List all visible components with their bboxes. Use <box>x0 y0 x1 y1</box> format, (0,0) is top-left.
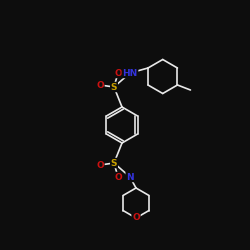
Text: S: S <box>111 82 117 92</box>
Text: HN: HN <box>122 68 138 78</box>
Text: N: N <box>126 172 134 182</box>
Text: S: S <box>111 158 117 168</box>
Text: O: O <box>132 214 140 222</box>
Text: O: O <box>114 172 122 182</box>
Text: O: O <box>114 68 122 78</box>
Text: O: O <box>96 160 104 170</box>
Text: O: O <box>96 80 104 90</box>
